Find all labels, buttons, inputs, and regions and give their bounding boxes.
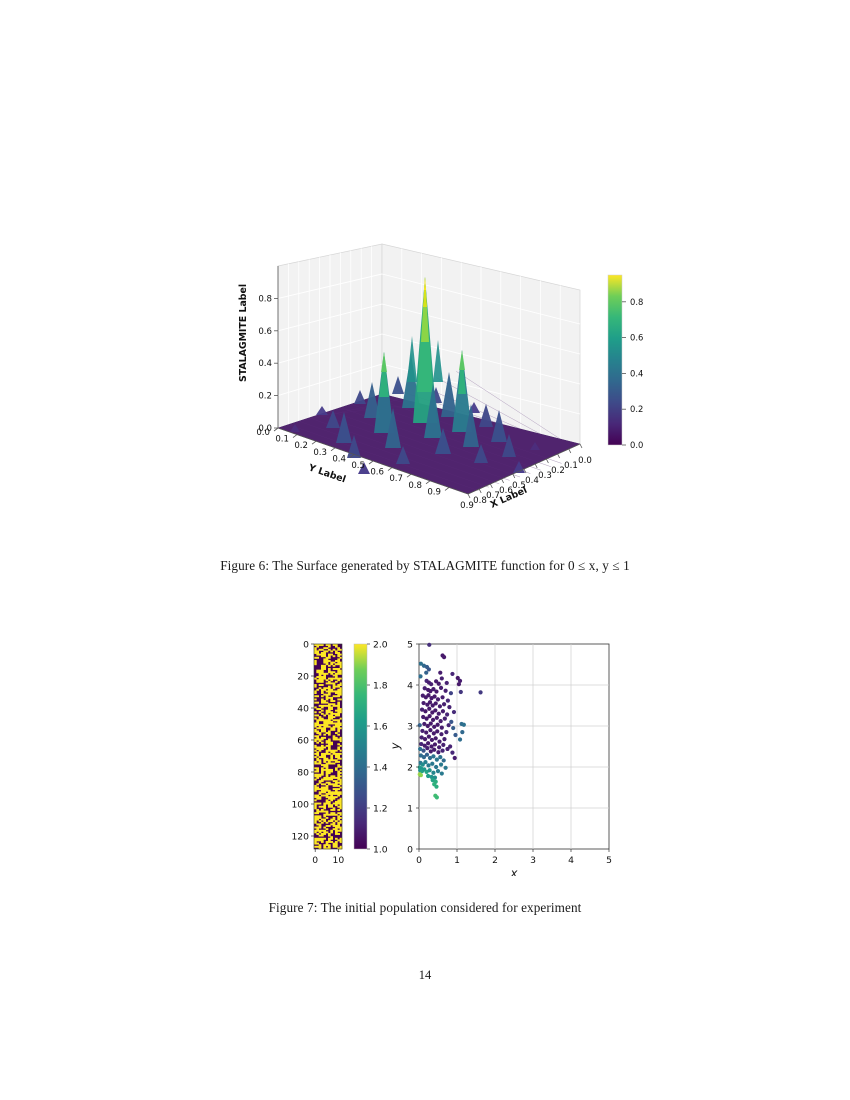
x-tick-3: 0.6 [499, 486, 513, 496]
scatter-y-tick-1: 1 [407, 804, 413, 815]
scatter-y-tick-2: 2 [407, 763, 413, 774]
x-tick-5: 0.4 [525, 476, 539, 486]
z-tick-3: 0.6 [258, 327, 272, 337]
z-axis: 0.0 0.2 0.4 0.6 0.8 STALAGMITE Label [238, 266, 279, 434]
matrix-y-tick-5: 100 [291, 800, 309, 811]
x-axis: 0.9 0.8 0.7 0.6 0.5 0.4 0.3 0.2 0.1 0.0 … [460, 443, 592, 511]
matrix-cb-tick-2: 1.4 [373, 763, 388, 774]
x-tick-2: 0.7 [486, 491, 500, 501]
matrix-cb-tick-3: 1.6 [373, 722, 388, 733]
colorbar-tick-4: 0.8 [630, 297, 643, 307]
matrix-x-tick-1: 10 [333, 855, 345, 866]
x-tick-8: 0.1 [564, 461, 578, 471]
scatter-x-tick-2: 2 [492, 855, 498, 866]
scatter-x-tick-4: 4 [568, 855, 574, 866]
population-matrix: 0 20 40 60 80 100 120 0 10 [291, 640, 344, 867]
y-tick-0: 0.0 [256, 428, 270, 438]
colorbar-tick-1: 0.2 [630, 404, 643, 414]
matrix-cb-tick-4: 1.8 [373, 681, 388, 692]
y-tick-1: 0.1 [275, 435, 289, 445]
page-number: 14 [0, 968, 850, 983]
y-axis-label: Y Label [306, 462, 347, 485]
scatter-y-axis-label: y [388, 742, 402, 750]
matrix-y-tick-3: 60 [297, 736, 309, 747]
x-tick-7: 0.2 [551, 466, 565, 476]
y-tick-6: 0.6 [370, 468, 384, 478]
z-tick-0: 0.0 [258, 424, 272, 434]
matrix-cells [314, 644, 343, 850]
scatter-x-tick-5: 5 [606, 855, 612, 866]
colorbar-tick-0: 0.0 [630, 440, 643, 450]
matrix-y-tick-2: 40 [297, 704, 309, 715]
x-tick-1: 0.8 [473, 496, 487, 506]
scatter-points [417, 642, 483, 800]
population-scatter: 0 1 2 3 4 5 0 1 2 3 4 [388, 640, 612, 881]
figure-6-svg: 0.0 0.2 0.4 0.6 0.8 STALAGMITE Label [238, 243, 643, 511]
y-tick-7: 0.7 [389, 474, 403, 484]
y-tick-4: 0.4 [332, 454, 346, 464]
figure-6-surface-plot: 0.0 0.2 0.4 0.6 0.8 STALAGMITE Label [230, 232, 690, 552]
figure-6-colorbar: 0.0 0.2 0.4 0.6 0.8 [607, 274, 643, 450]
figure-7-caption-text: Figure 7: The initial population conside… [268, 900, 582, 915]
z-tick-2: 0.4 [258, 359, 272, 369]
figure-6-caption: Figure 6: The Surface generated by STALA… [0, 558, 850, 574]
x-tick-6: 0.3 [538, 471, 552, 481]
matrix-cb-tick-5: 2.0 [373, 640, 388, 651]
scatter-x-axis-label: x [510, 866, 518, 876]
scatter-y-tick-0: 0 [407, 845, 413, 856]
scatter-y-tick-4: 4 [407, 681, 413, 692]
x-tick-9: 0.0 [578, 456, 592, 466]
matrix-y-tick-6: 120 [291, 832, 309, 843]
matrix-y-tick-1: 20 [297, 672, 309, 683]
z-tick-1: 0.2 [258, 392, 272, 402]
matrix-colorbar: 1.0 1.2 1.4 1.6 1.8 2.0 [353, 640, 388, 856]
z-axis-label: STALAGMITE Label [238, 284, 249, 382]
x-tick-0: 0.9 [460, 501, 474, 511]
figure-7-svg: 0 20 40 60 80 100 120 0 10 [291, 640, 612, 881]
y-tick-8: 0.8 [408, 481, 422, 491]
colorbar-tick-3: 0.6 [630, 333, 643, 343]
scatter-x-tick-3: 3 [530, 855, 536, 866]
matrix-y-tick-4: 80 [297, 768, 309, 779]
x-tick-4: 0.5 [512, 481, 526, 491]
page-number-text: 14 [418, 968, 432, 982]
y-tick-3: 0.3 [313, 448, 327, 458]
matrix-cb-tick-0: 1.0 [373, 845, 388, 856]
surface-mesh [277, 277, 581, 495]
colorbar-tick-2: 0.4 [630, 368, 643, 378]
y-tick-9: 0.9 [427, 487, 441, 497]
y-tick-2: 0.2 [294, 441, 308, 451]
figure-6-caption-text: Figure 6: The Surface generated by STALA… [220, 558, 630, 573]
y-tick-5: 0.5 [351, 461, 365, 471]
scatter-x-tick-0: 0 [416, 855, 422, 866]
matrix-x-tick-0: 0 [312, 855, 318, 866]
scatter-y-tick-5: 5 [407, 640, 413, 651]
scatter-y-tick-3: 3 [407, 722, 413, 733]
surface-peaks [290, 277, 540, 474]
matrix-y-tick-0: 0 [303, 640, 309, 651]
z-tick-4: 0.8 [258, 294, 272, 304]
matrix-cb-tick-1: 1.2 [373, 804, 388, 815]
scatter-x-tick-1: 1 [454, 855, 460, 866]
figure-7-caption: Figure 7: The initial population conside… [0, 900, 850, 916]
figure-7-population-plots: 0 20 40 60 80 100 120 0 10 [282, 636, 622, 881]
